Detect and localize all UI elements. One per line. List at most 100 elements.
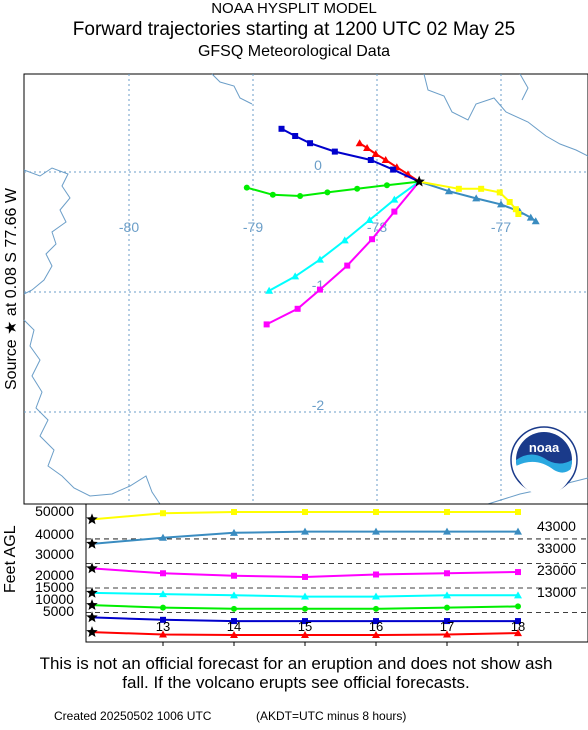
trajectory-point-steelblue — [531, 217, 540, 225]
height-point-steelblue — [230, 528, 238, 536]
chart-title-line2: Forward trajectories starting at 1200 UT… — [72, 19, 516, 40]
height-point-steelblue — [301, 527, 309, 535]
height-grid — [86, 538, 588, 613]
height-start-star — [86, 562, 98, 574]
footer-timezone: (AKDT=UTC minus 8 hours) — [256, 709, 407, 723]
trajectory-point-magenta — [369, 236, 376, 243]
height-point-green — [160, 604, 166, 611]
height-tick-labels: 13 14 15 16 17 18 50000 40000 30000 2000015000100… — [35, 503, 576, 646]
coastline-ecuador — [23, 167, 71, 295]
trajectory-point-red — [371, 150, 380, 157]
trajectory-point-steelblue — [497, 200, 505, 208]
lon-tick-label: -77 — [491, 219, 511, 235]
height-point-cyan — [372, 592, 380, 600]
height-point-green — [302, 605, 308, 612]
trajectory-point-green — [243, 184, 250, 191]
trajectory-point-yellow — [512, 206, 519, 213]
height-point-yellow — [444, 509, 450, 515]
height-point-cyan — [301, 592, 309, 600]
time-tick-label: 16 — [369, 619, 383, 634]
map-trajectories — [243, 125, 540, 328]
height-point-red — [372, 631, 380, 639]
height-start-star — [86, 537, 98, 549]
trajectory-point-cyan — [365, 216, 374, 223]
height-tick-label-left: 5000 — [43, 603, 74, 619]
height-point-yellow — [515, 509, 521, 515]
trajectory-point-red — [363, 144, 372, 151]
height-frame — [85, 503, 588, 643]
height-point-red — [159, 630, 167, 638]
height-point-yellow — [160, 510, 166, 517]
time-tick-label: 17 — [440, 619, 454, 634]
height-point-cyan — [443, 591, 451, 599]
height-point-red — [514, 629, 522, 637]
height-tick-label-right: 33000 — [537, 540, 576, 556]
time-tick-label: 13 — [156, 619, 170, 634]
height-tick-label-left: 10000 — [35, 591, 74, 607]
trajectory-point-yellow — [478, 185, 485, 192]
height-point-red — [230, 631, 238, 639]
height-start-star — [86, 626, 98, 637]
height-start-star — [86, 611, 98, 623]
height-point-green — [515, 603, 521, 610]
lon-tick-label: -79 — [243, 219, 263, 235]
trajectory-point-cyan — [315, 255, 324, 263]
trajectory-line-magenta — [266, 180, 420, 326]
source-star-marker — [413, 175, 425, 187]
height-point-blue — [373, 618, 379, 625]
trajectory-point-green — [269, 191, 276, 198]
height-tick-label-left: 40000 — [35, 526, 74, 542]
height-point-steelblue — [514, 527, 522, 535]
height-point-cyan — [514, 591, 522, 599]
height-point-magenta — [160, 570, 166, 577]
height-start-star — [86, 586, 98, 598]
trajectory-point-cyan — [390, 195, 399, 203]
trajectory-point-magenta — [294, 305, 301, 312]
height-point-blue — [160, 616, 166, 623]
trajectory-point-blue — [292, 133, 299, 139]
height-point-yellow — [231, 509, 237, 515]
trajectory-point-steelblue — [444, 187, 453, 195]
height-tick-label-left: 30000 — [35, 546, 74, 562]
trajectory-point-blue — [367, 157, 374, 163]
height-point-green — [373, 605, 379, 612]
trajectory-point-magenta — [344, 262, 351, 269]
coastline — [23, 73, 588, 505]
height-point-blue — [515, 618, 521, 625]
time-tick-label: 14 — [227, 619, 241, 634]
trajectory-point-cyan — [265, 286, 274, 294]
height-point-magenta — [231, 572, 237, 579]
trajectory-point-steelblue — [526, 213, 535, 221]
height-start-star — [86, 599, 98, 610]
trajectory-point-blue — [307, 140, 314, 147]
trajectory-line-cyan — [268, 180, 420, 292]
border-line-b — [423, 73, 588, 157]
trajectory-point-red — [355, 139, 364, 147]
height-point-magenta — [515, 569, 521, 576]
time-tick-label: 15 — [298, 619, 312, 634]
height-point-cyan — [159, 590, 167, 598]
height-tick-label-left: 20000 — [35, 567, 74, 583]
height-point-red — [443, 630, 451, 638]
noaa-logo-gull — [515, 461, 572, 496]
height-tick-label-left: 50000 — [35, 503, 74, 519]
map-grid — [24, 74, 588, 504]
time-tick-label: 18 — [511, 619, 525, 634]
height-point-magenta — [444, 570, 450, 577]
trajectory-point-green — [324, 189, 331, 196]
trajectory-point-cyan — [340, 236, 349, 244]
trajectory-point-blue — [331, 148, 338, 155]
trajectory-point-magenta — [263, 321, 270, 328]
height-point-magenta — [302, 573, 308, 580]
height-point-green — [231, 605, 237, 612]
trajectory-point-yellow — [506, 199, 513, 205]
trajectory-point-blue — [278, 125, 285, 132]
height-point-green — [444, 604, 450, 611]
trajectory-point-blue — [390, 166, 397, 173]
lat-tick-label: 0 — [314, 157, 322, 173]
disclaimer-text: This is not an official forecast for an … — [39, 654, 553, 692]
height-point-red — [301, 631, 309, 639]
trajectory-point-yellow — [515, 211, 522, 217]
trajectory-point-green — [354, 185, 361, 192]
